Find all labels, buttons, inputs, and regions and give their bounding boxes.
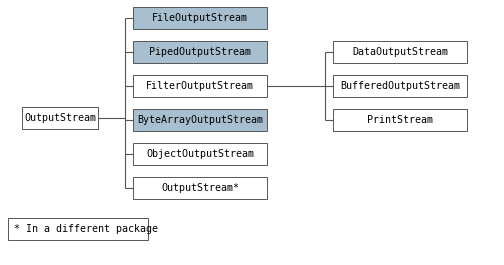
FancyBboxPatch shape [22, 107, 98, 129]
Text: FileOutputStream: FileOutputStream [152, 13, 248, 23]
Text: OutputStream: OutputStream [24, 113, 96, 123]
FancyBboxPatch shape [133, 75, 267, 97]
FancyBboxPatch shape [8, 218, 148, 240]
FancyBboxPatch shape [133, 177, 267, 199]
FancyBboxPatch shape [133, 41, 267, 63]
Text: FilterOutputStream: FilterOutputStream [146, 81, 254, 91]
Text: PipedOutputStream: PipedOutputStream [149, 47, 251, 57]
FancyBboxPatch shape [133, 109, 267, 131]
FancyBboxPatch shape [333, 41, 467, 63]
Text: BufferedOutputStream: BufferedOutputStream [340, 81, 460, 91]
FancyBboxPatch shape [333, 109, 467, 131]
FancyBboxPatch shape [333, 75, 467, 97]
Text: ObjectOutputStream: ObjectOutputStream [146, 149, 254, 159]
FancyBboxPatch shape [133, 143, 267, 165]
Text: ByteArrayOutputStream: ByteArrayOutputStream [137, 115, 263, 125]
Text: OutputStream*: OutputStream* [161, 183, 239, 193]
Text: * In a different package: * In a different package [14, 224, 158, 234]
Text: DataOutputStream: DataOutputStream [352, 47, 448, 57]
Text: PrintStream: PrintStream [367, 115, 433, 125]
FancyBboxPatch shape [133, 7, 267, 29]
